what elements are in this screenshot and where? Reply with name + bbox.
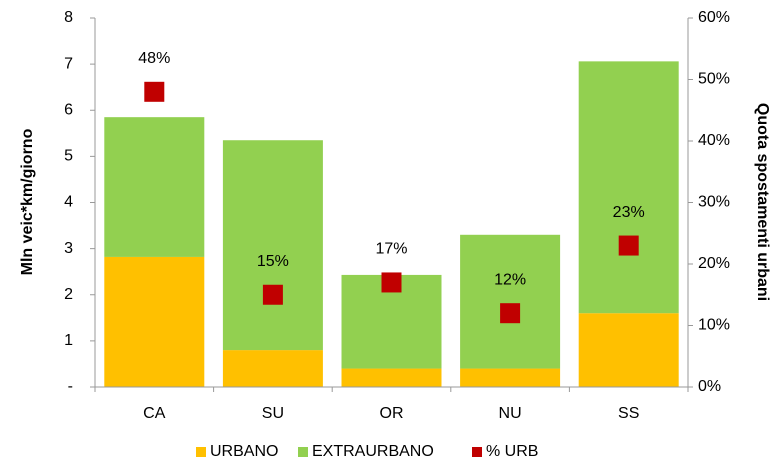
bar-segment xyxy=(222,140,323,351)
marker xyxy=(381,272,402,293)
y-tick-label: - xyxy=(68,378,73,395)
data-label: 48% xyxy=(138,50,170,67)
x-tick-label: OR xyxy=(380,405,404,422)
y2-tick-label: 50% xyxy=(698,71,730,88)
y-tick-label: 1 xyxy=(64,332,73,349)
y-tick-label: 7 xyxy=(64,55,73,72)
y2-tick-label: 30% xyxy=(698,194,730,211)
y2-tick-label: 10% xyxy=(698,317,730,334)
y-axis-label: Mln veic*km/giorno xyxy=(19,128,36,275)
legend-label: URBANO xyxy=(210,443,278,460)
data-label: 12% xyxy=(494,271,526,288)
y-tick-label: 5 xyxy=(64,148,73,165)
bar-segment xyxy=(341,368,442,387)
legend-swatch xyxy=(472,447,482,457)
legend-swatch xyxy=(298,447,308,457)
bar-segment xyxy=(578,61,679,314)
y-tick-label: 3 xyxy=(64,240,73,257)
y2-tick-label: 20% xyxy=(698,255,730,272)
data-label: 23% xyxy=(613,204,645,221)
x-tick-label: CA xyxy=(143,405,166,422)
x-tick-label: NU xyxy=(499,405,522,422)
y-tick-label: 2 xyxy=(64,286,73,303)
y2-tick-label: 0% xyxy=(698,378,721,395)
y-tick-label: 4 xyxy=(64,194,73,211)
y-tick-label: 8 xyxy=(64,9,73,26)
legend-swatch xyxy=(196,447,206,457)
marker xyxy=(262,284,283,305)
marker xyxy=(144,81,165,102)
bar-segment xyxy=(460,368,561,387)
x-tick-label: SU xyxy=(262,405,284,422)
y2-tick-label: 40% xyxy=(698,132,730,149)
y2-tick-label: 60% xyxy=(698,9,730,26)
bar-segment xyxy=(104,117,205,257)
legend-label: % URB xyxy=(486,443,538,460)
bar-segment xyxy=(222,350,323,387)
data-label: 17% xyxy=(375,241,407,258)
bar-segment xyxy=(104,256,205,387)
marker xyxy=(500,303,521,324)
x-tick-label: SS xyxy=(618,405,639,422)
marker xyxy=(618,235,639,256)
bar-segment xyxy=(578,313,679,387)
bar-segment xyxy=(460,234,561,369)
y-tick-label: 6 xyxy=(64,101,73,118)
y2-axis-label: Quota spostamenti urbani xyxy=(754,103,771,301)
data-label: 15% xyxy=(257,253,289,270)
legend-label: EXTRAURBANO xyxy=(312,443,434,460)
